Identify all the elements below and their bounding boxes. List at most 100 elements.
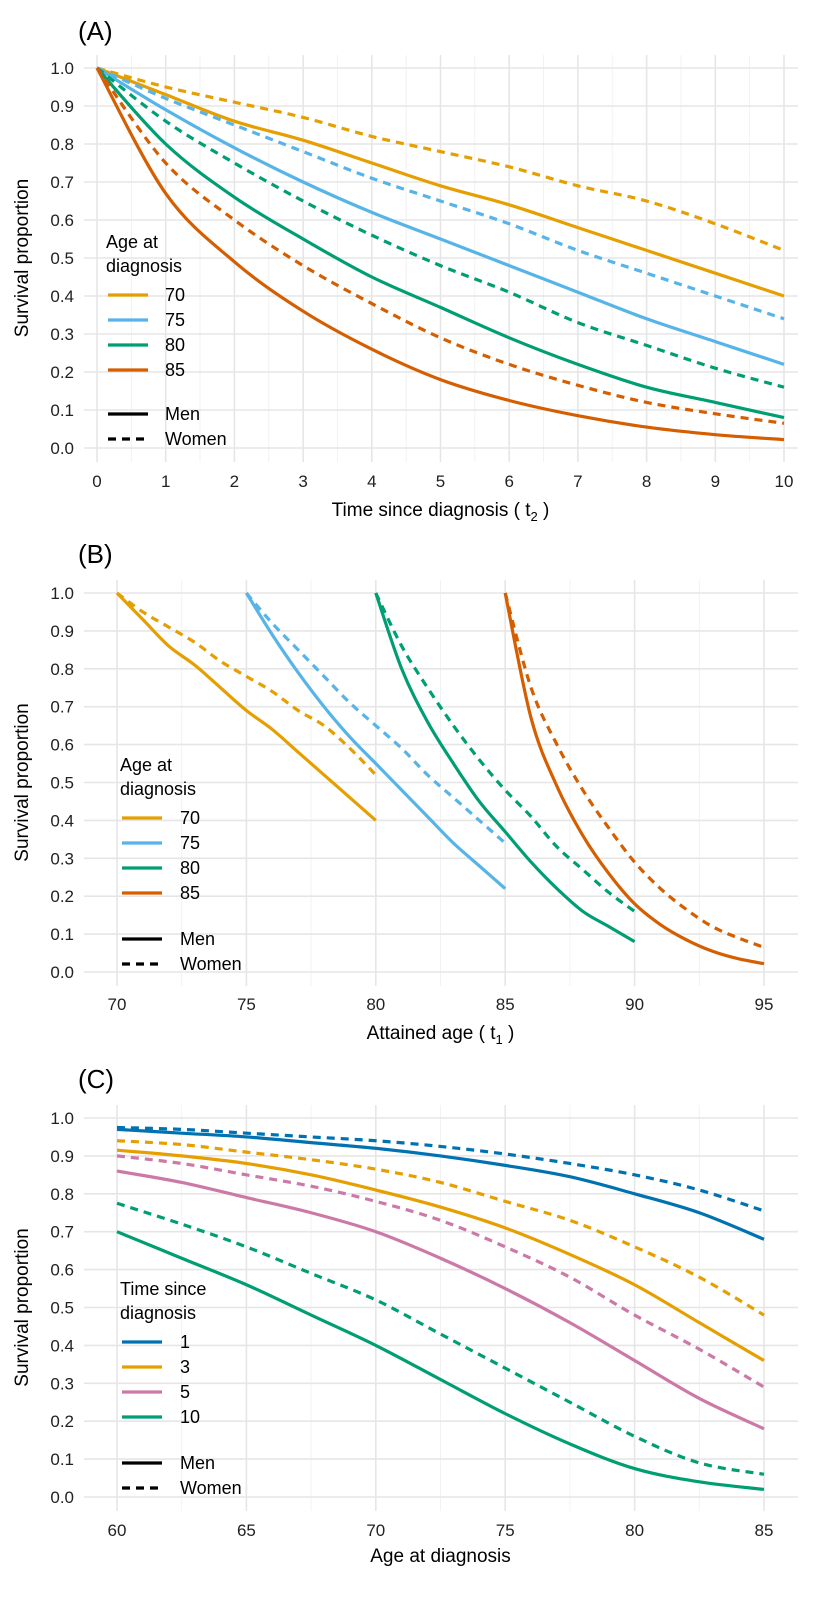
legend-label-10: 10 (180, 1407, 200, 1427)
legend-label-75: 75 (165, 310, 185, 330)
series-line-10-women (116, 1201, 765, 1476)
y-tick-label: 0.9 (50, 97, 74, 116)
legend-title-line-2: diagnosis (106, 256, 182, 276)
legend-label-80: 80 (165, 335, 185, 355)
legend-label-men: Men (180, 929, 215, 949)
series-line-85-women (503, 592, 765, 949)
x-axis-title: Age at diagnosis (370, 1546, 511, 1567)
series-line-3-men (116, 1148, 765, 1362)
series-line-80-men (95, 66, 785, 420)
x-tick-label: 70 (108, 995, 127, 1014)
y-tick-label: 0.7 (50, 698, 74, 717)
series-line-85-women (95, 67, 785, 425)
panel-1: (A) 0.0 0.1 0.2 0.3 0.4 0.5 0.6 0.7 0.8 0.9 1.0 0 1 2 3… (12, 16, 798, 524)
y-axis-title: Survival proportion (12, 179, 33, 337)
series-line-85-men (503, 592, 765, 966)
series-lines (116, 1125, 765, 1492)
series-line-80-men (374, 592, 636, 944)
y-tick-label: 0.6 (50, 1261, 74, 1280)
x-axis-title-sub: 1 (496, 1032, 503, 1047)
grid (84, 1105, 798, 1511)
legend-title-line-1: Time since (120, 1279, 206, 1299)
y-tick-label: 0.9 (50, 622, 74, 641)
series-lines (115, 591, 765, 966)
x-axis-title-sub: 2 (531, 509, 538, 524)
x-axis-title-text: Time since diagnosis ( (332, 500, 521, 521)
x-tick-label: 1 (161, 472, 170, 491)
legend-label-75: 75 (180, 833, 200, 853)
legend-title-line-1: Age at (106, 232, 158, 252)
x-tick-label: 80 (625, 1521, 644, 1540)
panel-label: (C) (78, 1064, 114, 1094)
y-tick-label: 0.5 (50, 249, 74, 268)
x-tick-label: 70 (366, 1521, 385, 1540)
x-tick-label: 10 (775, 472, 794, 491)
y-tick-label: 0.0 (50, 963, 74, 982)
legend: Age at diagnosis 70 75 80 85 Men Women (120, 755, 242, 974)
y-tick-label: 0.6 (50, 211, 74, 230)
x-tick-label: 2 (230, 472, 239, 491)
series-lines (95, 66, 785, 442)
series-line-70-women (96, 66, 785, 252)
x-tick-label: 0 (92, 472, 101, 491)
y-tick-label: 0.3 (50, 325, 74, 344)
y-tick-label: 0.5 (50, 774, 74, 793)
legend: Age at diagnosis 70 75 80 85 Men Women (106, 232, 227, 449)
legend-title-line-2: diagnosis (120, 1303, 196, 1323)
y-tick-label: 0.3 (50, 849, 74, 868)
legend-label-women: Women (165, 429, 227, 449)
panel-2: (B) 0.0 0.1 0.2 0.3 0.4 0.5 0.6 0.7 0.8 0.9 1.0 70 75… (12, 539, 798, 1047)
series-line-70-women (116, 591, 377, 777)
legend-label-women: Women (180, 954, 242, 974)
series-line-80-women (96, 66, 785, 389)
x-tick-label: 75 (237, 995, 256, 1014)
series-line-1-men (116, 1127, 765, 1241)
series-line-75-men (96, 66, 785, 366)
y-tick-label: 0.4 (50, 1336, 74, 1355)
x-axis-title-text: Age at diagnosis (370, 1546, 511, 1567)
panel-label: (A) (78, 16, 113, 46)
y-tick-label: 0.8 (50, 1185, 74, 1204)
x-tick-label: 8 (642, 472, 651, 491)
y-tick-label: 1.0 (50, 1109, 74, 1128)
x-tick-label: 4 (367, 472, 376, 491)
y-tick-label: 0.0 (50, 439, 74, 458)
legend-label-men: Men (165, 404, 200, 424)
x-axis-title: Attained age ( t1 ) (367, 1023, 515, 1047)
x-tick-label: 80 (366, 995, 385, 1014)
y-tick-label: 0.2 (50, 363, 74, 382)
y-tick-label: 0.7 (50, 1223, 74, 1242)
x-tick-label: 65 (237, 1521, 256, 1540)
legend-title-line-1: Age at (120, 755, 172, 775)
y-tick-label: 0.2 (50, 1412, 74, 1431)
y-axis-title: Survival proportion (12, 703, 33, 861)
series-line-5-men (116, 1169, 765, 1431)
y-tick-label: 0.8 (50, 660, 74, 679)
x-axis-title-close: ) (538, 500, 550, 521)
legend-label-5: 5 (180, 1382, 190, 1402)
x-axis-title: Time since diagnosis ( t2 ) (332, 500, 550, 524)
x-axis-title-var: t (485, 1023, 496, 1044)
y-tick-label: 0.1 (50, 1450, 74, 1469)
y-tick-label: 0.1 (50, 401, 74, 420)
series-line-1-women (116, 1125, 765, 1213)
series-line-70-men (115, 591, 377, 822)
x-tick-label: 7 (573, 472, 582, 491)
y-tick-label: 0.5 (50, 1299, 74, 1318)
y-tick-label: 0.8 (50, 135, 74, 154)
panel-3: (C) 0.0 0.1 0.2 0.3 0.4 0.5 0.6 0.7 0.8 0.9 1.0 60 65… (12, 1064, 798, 1567)
x-tick-label: 3 (298, 472, 307, 491)
series-line-75-men (245, 592, 507, 890)
legend-title-line-2: diagnosis (120, 779, 196, 799)
series-line-75-women (96, 66, 785, 321)
x-tick-label: 85 (496, 995, 515, 1014)
x-tick-label: 60 (108, 1521, 127, 1540)
x-tick-label: 6 (504, 472, 513, 491)
y-axis-title: Survival proportion (12, 1228, 33, 1386)
legend-label-85: 85 (165, 360, 185, 380)
legend-label-80: 80 (180, 858, 200, 878)
y-tick-label: 0.0 (50, 1488, 74, 1507)
y-tick-label: 0.7 (50, 173, 74, 192)
legend-label-women: Women (180, 1478, 242, 1498)
